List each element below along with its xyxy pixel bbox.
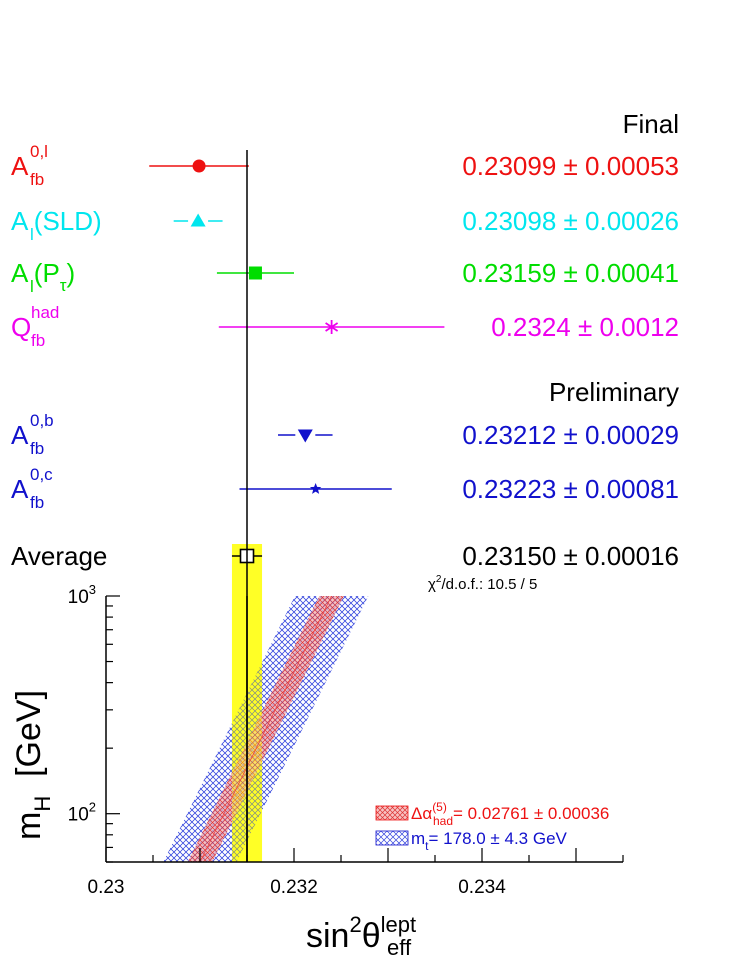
- marker-circle: [192, 159, 206, 173]
- measurement-label: Afb: [11, 420, 44, 458]
- measurement-label-superscript: 0,b: [30, 411, 54, 430]
- y-axis-title: mH [GeV]: [10, 690, 55, 840]
- measurement-label: Afb: [11, 474, 44, 512]
- chi2-label: χ2/d.o.f.: 10.5 / 5: [428, 574, 537, 593]
- x-axis-title-subscript: eff: [387, 935, 412, 959]
- measurement-alsld: Al(SLD) 0.23098 ± 0.00026: [11, 206, 679, 244]
- y-tick-label: 102: [68, 800, 96, 826]
- preliminary-header: Preliminary: [549, 377, 679, 407]
- measurement-value: 0.2324 ± 0.0012: [491, 312, 679, 342]
- measurement-value: 0.23223 ± 0.00081: [462, 474, 679, 504]
- marker-triangle-down: [297, 429, 313, 443]
- delta-alpha-center-line: [199, 596, 332, 862]
- measurement-alptau: Al(Pτ) 0.23159 ± 0.00041: [11, 258, 679, 296]
- marker-triangle-up: [190, 213, 206, 227]
- measurement-average: Average 0.23150 ± 0.00016: [11, 541, 679, 571]
- legend-entry: mt= 178.0 ± 4.3 GeV: [375, 829, 568, 853]
- marker-asterisk: [325, 320, 339, 334]
- legend-swatch: [375, 805, 409, 821]
- measurement-label: Afb: [11, 151, 44, 189]
- measurement-label: Qfb: [11, 312, 45, 350]
- x-tick-label: 0.23: [88, 877, 125, 898]
- measurement-label-superscript: 0,c: [30, 465, 53, 484]
- x-axis-title: sin2θlept: [306, 912, 416, 955]
- measurement-value: 0.23098 ± 0.00026: [462, 206, 679, 236]
- measurement-value: 0.23212 ± 0.00029: [462, 420, 679, 450]
- y-tick-label: 103: [68, 582, 96, 608]
- x-tick-label: 0.232: [270, 877, 318, 898]
- legend-entry: Δα(5) had= 0.02761 ± 0.00036: [375, 800, 609, 828]
- legend-label: mt= 178.0 ± 4.3 GeV: [411, 829, 568, 853]
- mh-vs-sin2theta-panel: 0.23 0.232 0.234 102 103 Δα(5) had= 0.02761 …: [68, 544, 624, 898]
- measurement-label: Average: [11, 541, 107, 571]
- legend-label: Δα(5) had= 0.02761 ± 0.00036: [411, 800, 609, 828]
- measurement-label-superscript: 0,l: [30, 142, 48, 161]
- measurement-value: 0.23150 ± 0.00016: [462, 541, 679, 571]
- measurement-label-superscript: had: [31, 303, 59, 322]
- measurement-label: Al(Pτ): [11, 258, 75, 296]
- marker-star: [309, 483, 322, 494]
- measurement-label: Al(SLD): [11, 206, 102, 244]
- x-tick-label: 0.234: [458, 877, 506, 898]
- measurement-value: 0.23159 ± 0.00041: [462, 258, 679, 288]
- final-header: Final: [623, 109, 679, 139]
- legend-swatch: [375, 830, 409, 846]
- measurement-value: 0.23099 ± 0.00053: [462, 151, 679, 181]
- marker-square: [248, 266, 262, 280]
